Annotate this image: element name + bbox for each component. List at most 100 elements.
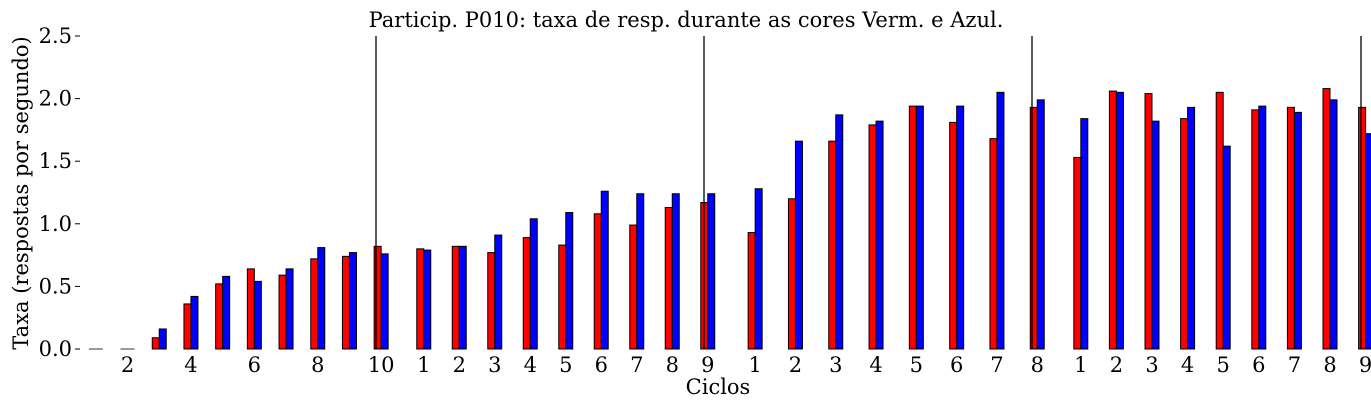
bar-blue bbox=[1151, 120, 1160, 350]
x-tick-label: 4 bbox=[1181, 353, 1194, 377]
bar-blue bbox=[380, 253, 389, 350]
chart-title: Particip. P010: taxa de resp. durante as… bbox=[369, 8, 1004, 32]
bar-blue bbox=[1258, 105, 1267, 350]
bar-red bbox=[522, 237, 531, 350]
bar-blue bbox=[222, 275, 231, 350]
x-tick-label: 5 bbox=[1217, 353, 1230, 377]
x-tick-label: 4 bbox=[869, 353, 882, 377]
x-tick-label: 5 bbox=[559, 353, 572, 377]
x-tick-label: 3 bbox=[829, 353, 842, 377]
bar-red bbox=[373, 245, 382, 350]
x-tick-label: 1 bbox=[748, 353, 761, 377]
bar-blue bbox=[1222, 145, 1231, 350]
bar-blue bbox=[423, 249, 432, 350]
x-tick-label: 5 bbox=[910, 353, 923, 377]
x-tick-label: 6 bbox=[248, 353, 261, 377]
bar-red bbox=[558, 244, 567, 350]
x-tick-label: 3 bbox=[1145, 353, 1158, 377]
x-tick-label: 7 bbox=[630, 353, 643, 377]
bar-red bbox=[246, 268, 255, 350]
bar-blue bbox=[348, 252, 357, 350]
x-tick-label: 8 bbox=[1323, 353, 1336, 377]
bar-red bbox=[949, 121, 958, 350]
bar-red bbox=[1108, 90, 1117, 350]
x-tick-label: 2 bbox=[121, 353, 134, 377]
bar-red bbox=[1215, 91, 1224, 350]
x-tick-label: 7 bbox=[990, 353, 1003, 377]
x-tick-label: 1 bbox=[417, 353, 430, 377]
bar-blue bbox=[996, 91, 1005, 350]
x-tick-label: 6 bbox=[1252, 353, 1265, 377]
bar-blue bbox=[875, 120, 884, 350]
bar-red bbox=[451, 245, 460, 350]
bar-blue bbox=[1036, 99, 1045, 350]
x-axis-label: Ciclos bbox=[686, 375, 751, 399]
bar-blue bbox=[915, 105, 924, 350]
bar-red bbox=[747, 232, 756, 350]
bar-red bbox=[310, 258, 319, 350]
y-axis-label: Taxa (respostas por segundo) bbox=[9, 36, 33, 349]
bar-red bbox=[1073, 156, 1082, 350]
x-tick-label: 4 bbox=[184, 353, 197, 377]
bar-blue bbox=[1293, 111, 1302, 350]
y-tick-label: 1.5 bbox=[39, 149, 72, 173]
bar-red bbox=[215, 283, 224, 350]
x-tick-label: 9 bbox=[1359, 353, 1371, 377]
x-tick-label: 2 bbox=[1110, 353, 1123, 377]
bar-red bbox=[416, 248, 425, 350]
bar-red bbox=[664, 207, 673, 350]
bar-red bbox=[989, 138, 998, 350]
bar-red bbox=[1144, 93, 1153, 350]
bar-blue bbox=[835, 114, 844, 350]
bar-red bbox=[1358, 106, 1367, 350]
x-tick-label: 2 bbox=[789, 353, 802, 377]
y-tick-label: 0.5 bbox=[39, 274, 72, 298]
bar-red bbox=[1251, 109, 1260, 350]
x-tick-label: 9 bbox=[701, 353, 714, 377]
y-tick-label: 2.0 bbox=[39, 87, 72, 111]
bar-red bbox=[787, 198, 796, 350]
x-tick-label: 8 bbox=[311, 353, 324, 377]
bar-blue bbox=[1187, 106, 1196, 350]
y-tick-label: 1.0 bbox=[39, 212, 72, 236]
bar-blue bbox=[190, 295, 199, 350]
session-separators bbox=[375, 36, 1362, 349]
y-tick-label: 0.0 bbox=[39, 337, 72, 361]
bar-blue bbox=[529, 218, 538, 350]
bar-red bbox=[151, 337, 160, 350]
x-tick-label: 8 bbox=[666, 353, 679, 377]
bar-blue bbox=[794, 140, 803, 350]
y-axis: 0.0 0.5 1.0 1.5 2.0 2.5 bbox=[39, 24, 80, 361]
bar-red bbox=[868, 124, 877, 350]
bar-blue bbox=[494, 234, 503, 350]
bar-red bbox=[183, 303, 192, 350]
bars bbox=[88, 88, 1371, 350]
bar-blue bbox=[671, 193, 680, 350]
y-tick-label: 2.5 bbox=[39, 24, 72, 48]
bar-red bbox=[1286, 106, 1295, 350]
bar-blue bbox=[253, 280, 262, 350]
bar-blue bbox=[1115, 91, 1124, 350]
bar-red bbox=[341, 255, 350, 350]
x-tick-label: 7 bbox=[1288, 353, 1301, 377]
bar-blue bbox=[754, 188, 763, 350]
bar-blue bbox=[636, 193, 645, 350]
bar-blue bbox=[600, 190, 609, 350]
bar-red bbox=[1322, 88, 1331, 350]
bar-blue bbox=[707, 193, 716, 350]
x-tick-label: 2 bbox=[453, 353, 466, 377]
bar-red bbox=[1180, 118, 1189, 350]
bar-blue bbox=[1365, 133, 1371, 350]
x-tick-label: 1 bbox=[1074, 353, 1087, 377]
bar-blue bbox=[956, 105, 965, 350]
bar-blue bbox=[285, 268, 294, 350]
bar-blue bbox=[317, 247, 326, 350]
bar-blue bbox=[565, 212, 574, 350]
bar-blue bbox=[1329, 99, 1338, 350]
bar-red bbox=[487, 252, 496, 350]
bar-red bbox=[828, 140, 837, 350]
bar-red bbox=[908, 105, 917, 350]
x-tick-label: 8 bbox=[1031, 353, 1044, 377]
x-tick-label: 3 bbox=[488, 353, 501, 377]
